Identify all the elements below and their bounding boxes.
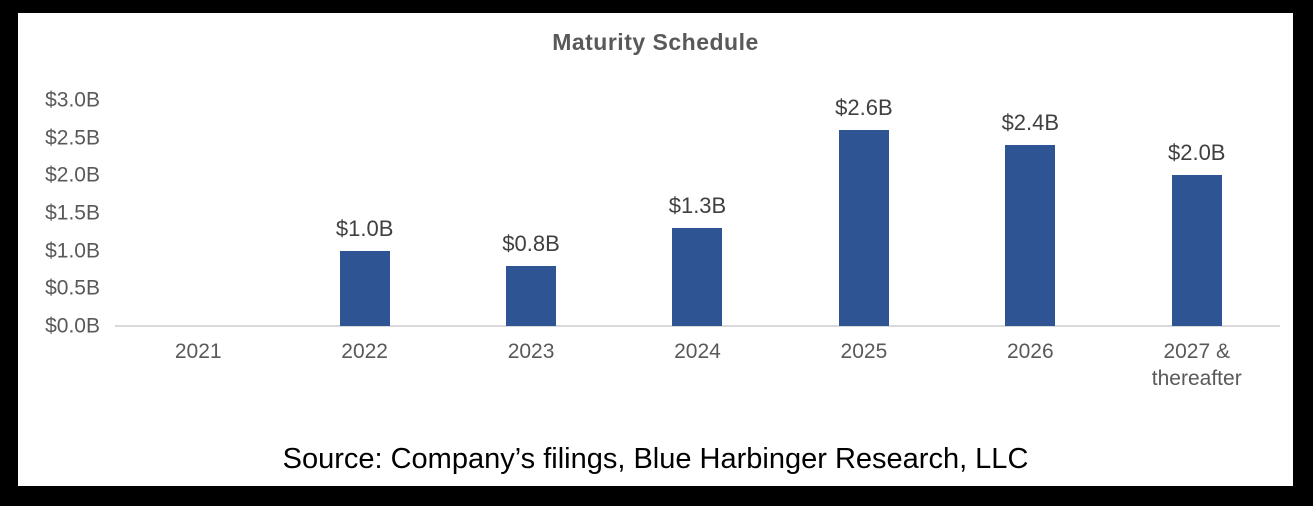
x-axis-category-label: 2023 [507,340,555,363]
x-axis-category-label: 2025 [840,340,888,363]
y-tick-label: $0.5B [45,276,100,300]
chart-title: Maturity Schedule [552,29,759,55]
y-tick-label: $2.5B [45,126,100,150]
y-axis-ticks: $0.0B $0.5B $1.0B $1.5B $2.0B $2.5B $3.0B [45,90,1280,337]
bar: $1.3B [669,193,726,326]
bar: $2.4B [1002,110,1059,326]
plot-area: $0.0B $0.5B $1.0B $1.5B $2.0B $2.5B $3.0B $1.0… [45,90,1280,337]
bar-value-label: $0.8B [502,230,560,256]
bar-column [115,100,281,326]
x-axis-category-label: 2022 [341,340,388,363]
bar-value-label: $1.0B [335,215,394,241]
bar-value-label: $2.6B [835,95,893,121]
y-tick-label: $1.5B [45,201,100,225]
chart-panel: Maturity Schedule $0.0B $0.5B $1.0B $1.5B $2… [18,13,1293,486]
bar-column: $2.4B [947,100,1113,326]
bar-column: $2.0B [1114,100,1280,326]
x-axis-category-label: 2026 [1006,340,1054,363]
bar-column: $1.0B [281,100,447,326]
x-axis-category-label: 2027 & thereafter [1151,340,1242,391]
bar: $1.0B [336,216,393,326]
bar-value-label: $1.3B [668,193,727,219]
y-tick-label: $0.0B [45,314,100,338]
y-tick-label: $2.0B [45,163,100,187]
x-axis-line [115,325,1280,327]
y-tick-label: $3.0B [45,88,100,112]
bar: $2.6B [835,95,893,326]
bar-value-label: $2.0B [1167,140,1226,166]
bar-value-label: $2.4B [1001,110,1060,136]
bar-column: $0.8B [448,100,614,326]
y-tick-label: $1.0B [45,239,100,263]
bar: $0.8B [502,231,560,326]
bar-column: $1.3B [614,100,780,326]
bar-column: $2.6B [781,95,947,326]
bar: $2.0B [1168,140,1225,326]
bars-container: $1.0B $0.8B $1.3B $2.6B $2.4B $2.0B [115,95,1280,326]
x-axis-category-label: 2021 [174,340,222,363]
x-axis-labels: 2021 2022 2023 2024 2025 2026 2027 & thereafte… [115,338,1280,393]
x-axis-category-label: 2024 [674,340,721,363]
source-note: Source: Company’s filings, Blue Harbinge… [282,442,1029,475]
